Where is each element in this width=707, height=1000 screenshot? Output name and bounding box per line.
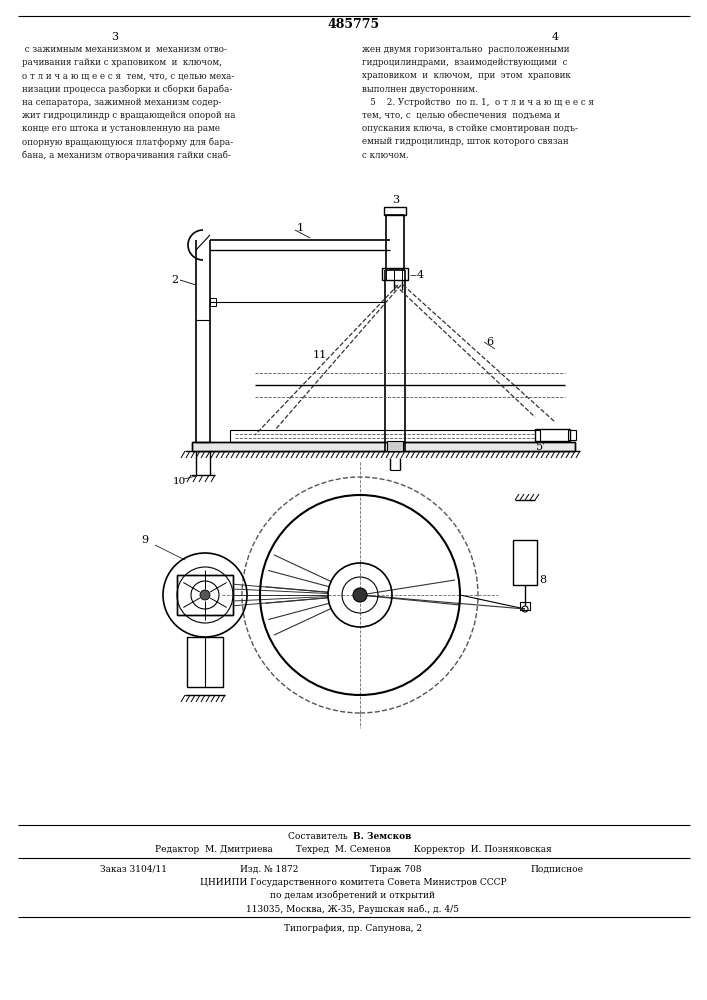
Text: 10: 10 — [173, 477, 186, 486]
Bar — [210, 298, 216, 306]
Bar — [230, 430, 540, 442]
Bar — [384, 207, 406, 215]
Bar — [386, 215, 404, 270]
Text: 2: 2 — [171, 275, 179, 285]
Text: о т л и ч а ю щ е е с я  тем, что, с целью меха-: о т л и ч а ю щ е е с я тем, что, с цель… — [22, 71, 235, 80]
Text: тем, что, с  целью обеспечения  подъема и: тем, что, с целью обеспечения подъема и — [362, 111, 560, 120]
Bar — [394, 268, 402, 280]
Text: 485775: 485775 — [327, 18, 379, 31]
Text: бана, а механизм отворачивания гайки снаб-: бана, а механизм отворачивания гайки сна… — [22, 151, 231, 160]
Text: гидроцилиндрами,  взаимодействующими  с: гидроцилиндрами, взаимодействующими с — [362, 58, 568, 67]
Text: 5: 5 — [537, 442, 544, 452]
Text: с ключом.: с ключом. — [362, 151, 409, 160]
Text: 4: 4 — [416, 270, 423, 280]
Text: Подписное: Подписное — [530, 865, 583, 874]
Circle shape — [353, 588, 367, 602]
Bar — [513, 540, 537, 585]
Text: Редактор  М. Дмитриева        Техред  М. Семенов        Корректор  И. Позняковск: Редактор М. Дмитриева Техред М. Семенов … — [155, 845, 551, 854]
Text: жен двумя горизонтально  расположенными: жен двумя горизонтально расположенными — [362, 45, 570, 54]
Text: 1: 1 — [296, 223, 303, 233]
Text: 8: 8 — [539, 575, 547, 585]
Text: храповиком  и  ключом,  при  этом  храповик: храповиком и ключом, при этом храповик — [362, 71, 571, 80]
Text: В. Земсков: В. Земсков — [353, 832, 411, 841]
Text: 6: 6 — [486, 337, 493, 347]
Text: опорную вращающуюся платформу для бара-: опорную вращающуюся платформу для бара- — [22, 137, 233, 147]
Bar — [192, 442, 575, 451]
Text: на сепаратора, зажимной механизм содер-: на сепаратора, зажимной механизм содер- — [22, 98, 221, 107]
Text: 5    2. Устройство  по п. 1,  о т л и ч а ю щ е е с я: 5 2. Устройство по п. 1, о т л и ч а ю щ… — [362, 98, 594, 107]
Text: 4: 4 — [551, 32, 559, 42]
Text: Составитель: Составитель — [288, 832, 353, 841]
Text: опускания ключа, в стойке смонтирован подъ-: опускания ключа, в стойке смонтирован по… — [362, 124, 578, 133]
Text: емный гидроцилиндр, шток которого связан: емный гидроцилиндр, шток которого связан — [362, 137, 568, 146]
Bar — [386, 268, 394, 280]
Text: Тираж 708: Тираж 708 — [370, 865, 421, 874]
Text: выполнен двусторонним.: выполнен двусторонним. — [362, 85, 478, 94]
Text: 9: 9 — [141, 535, 148, 545]
Bar — [568, 430, 576, 440]
Text: ЦНИИПИ Государственного комитета Совета Министров СССР: ЦНИИПИ Государственного комитета Совета … — [199, 878, 506, 887]
Text: Изд. № 1872: Изд. № 1872 — [240, 865, 298, 874]
Bar — [187, 637, 223, 687]
Bar — [192, 442, 575, 451]
Text: с зажимным механизмом и  механизм отво-: с зажимным механизмом и механизм отво- — [22, 45, 227, 54]
Text: Заказ 3104/11: Заказ 3104/11 — [100, 865, 167, 874]
Text: конце его штока и установленную на раме: конце его штока и установленную на раме — [22, 124, 220, 133]
Text: жит гидроцилиндр с вращающейся опорой на: жит гидроцилиндр с вращающейся опорой на — [22, 111, 235, 120]
Text: Типография, пр. Сапунова, 2: Типография, пр. Сапунова, 2 — [284, 924, 422, 933]
Text: 3: 3 — [392, 195, 399, 205]
Bar — [520, 602, 530, 610]
Text: 3: 3 — [112, 32, 119, 42]
Text: 113035, Москва, Ж-35, Раушская наб., д. 4/5: 113035, Москва, Ж-35, Раушская наб., д. … — [247, 904, 460, 914]
Text: 11: 11 — [313, 350, 327, 360]
Text: рачивания гайки с храповиком  и  ключом,: рачивания гайки с храповиком и ключом, — [22, 58, 222, 67]
Circle shape — [200, 590, 210, 600]
Bar — [535, 429, 570, 441]
Text: низации процесса разборки и сборки бараба-: низации процесса разборки и сборки бараб… — [22, 85, 233, 94]
Bar — [382, 268, 408, 280]
Text: по делам изобретений и открытий: по делам изобретений и открытий — [271, 891, 436, 900]
Bar — [177, 575, 233, 615]
Bar — [387, 441, 403, 451]
